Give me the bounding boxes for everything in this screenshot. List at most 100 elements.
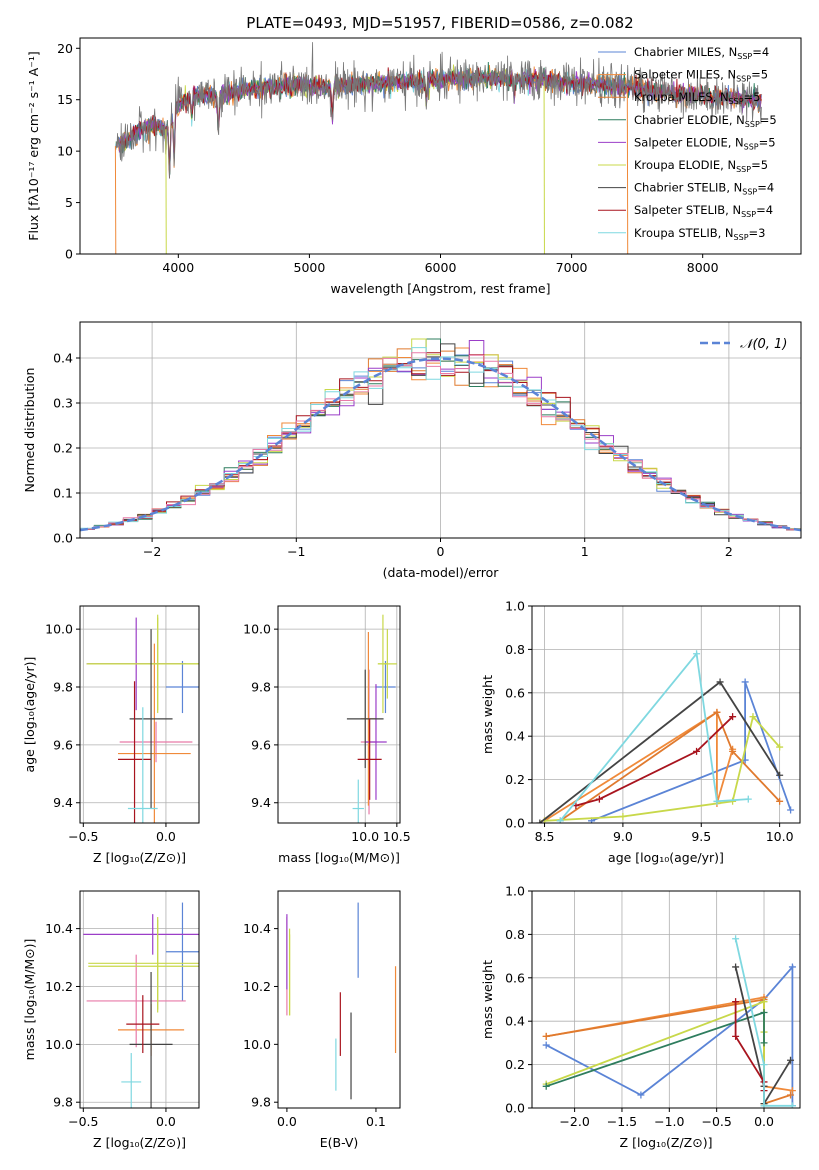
y-tick-label: 9.6	[53, 737, 73, 752]
y-axis-label: age [log₁₀(age/yr)]	[22, 657, 37, 773]
chart-panel-weights-age: 8.5 9.0 9.5 10.0 0.0 0.2 0.4 0.6 0.8 1.0 age [log₁…	[480, 599, 801, 865]
legend-entry: Chabrier ELODIE, NSSP=5	[634, 113, 777, 129]
y-tick-label: 10.4	[243, 921, 271, 936]
y-tick-label: 0.8	[505, 642, 525, 657]
weight-marker	[749, 713, 757, 721]
x-axis-label: wavelength [Angstrom, rest frame]	[330, 281, 550, 296]
y-tick-label: 10.0	[45, 622, 73, 637]
legend-entry: Kroupa MILES, NSSP=5	[634, 90, 760, 106]
y-tick-label: 20	[57, 41, 73, 56]
y-tick-label: 9.8	[251, 1095, 271, 1110]
weight-marker	[787, 1091, 795, 1099]
weight-series	[545, 1011, 765, 1088]
x-tick-label: −1.5	[607, 1114, 637, 1129]
x-axis-label: (data-model)/error	[383, 565, 500, 580]
y-tick-label: 0.2	[505, 772, 525, 787]
weight-marker	[760, 1061, 768, 1069]
y-axis-label: mass weight	[480, 960, 495, 1039]
x-tick-label: 0.0	[754, 1114, 774, 1129]
weight-marker	[760, 1039, 768, 1047]
plot-area	[80, 891, 199, 1108]
x-tick-label: 0.1	[366, 1114, 386, 1129]
y-tick-label: 0.0	[53, 531, 73, 546]
x-tick-label: 4000	[162, 260, 194, 275]
y-tick-label: 1.0	[505, 884, 525, 899]
chart-title: PLATE=0493, MJD=51957, FIBERID=0586, z=0…	[246, 14, 633, 32]
y-tick-label: 5	[65, 195, 73, 210]
legend-entry: 𝒩(0, 1)	[740, 337, 787, 352]
weight-series	[559, 651, 749, 822]
weight-marker	[542, 1032, 550, 1040]
weight-marker	[637, 1091, 645, 1099]
legend-entry: Salpeter ELODIE, NSSP=5	[634, 135, 776, 151]
chart-panel-z-mass: −0.5 0.0 9.8 10.0 10.2 10.4 Z [log₁₀(Z/Z⊙)] mas…	[22, 890, 200, 1150]
y-axis-label: mass weight	[480, 675, 495, 754]
y-tick-label: 15	[57, 92, 73, 107]
plot-area	[532, 891, 800, 1108]
axes-frame	[79, 605, 200, 824]
weight-marker	[732, 1032, 740, 1040]
x-tick-label: −1	[287, 544, 305, 559]
weight-marker	[787, 1056, 795, 1064]
x-tick-label: 9.0	[613, 829, 633, 844]
legend-entry: Chabrier MILES, NSSP=4	[634, 45, 769, 61]
plot-area	[80, 322, 801, 538]
y-tick-label: 10.2	[45, 979, 73, 994]
weight-marker	[776, 771, 784, 779]
x-axis-label: E(B-V)	[320, 1135, 359, 1150]
weight-marker	[788, 1087, 796, 1095]
y-tick-label: 0.4	[505, 1014, 525, 1029]
data-spectrum	[115, 42, 762, 179]
weight-marker	[776, 797, 784, 805]
weight-marker	[713, 708, 721, 716]
y-tick-label: 0.6	[505, 970, 525, 985]
legend-entry: Kroupa STELIB, NSSP=3	[634, 226, 765, 242]
weight-series	[544, 710, 734, 822]
plot-area	[286, 902, 397, 1100]
weight-marker	[760, 998, 768, 1006]
x-axis-label: age [log₁₀(age/yr)]	[608, 850, 724, 865]
x-tick-label: 0.0	[277, 1114, 297, 1129]
y-tick-label: 0.0	[505, 816, 525, 831]
x-tick-label: 10.5	[383, 829, 411, 844]
weight-marker	[760, 1102, 768, 1108]
x-tick-label: 10.0	[766, 829, 794, 844]
x-tick-label: 0.0	[156, 829, 176, 844]
y-axis-label: Normed distribution	[22, 368, 37, 493]
x-axis-label: Z [log₁₀(Z/Z⊙)]	[620, 1135, 713, 1150]
y-tick-label: 9.4	[53, 795, 73, 810]
y-tick-label: 0.4	[53, 351, 73, 366]
y-tick-label: 0.0	[505, 1101, 525, 1116]
y-tick-label: 0.8	[505, 927, 525, 942]
y-axis-label: mass [log₁₀(M/M⊙)]	[22, 939, 37, 1061]
y-tick-label: 9.4	[251, 795, 271, 810]
x-tick-label: 2	[725, 544, 733, 559]
weight-marker	[595, 795, 603, 803]
x-tick-label: −2	[143, 544, 161, 559]
legend-entry: Chabrier STELIB, NSSP=4	[634, 181, 774, 197]
x-axis-label: Z [log₁₀(Z/Z⊙)]	[93, 850, 186, 865]
x-axis-label: mass [log₁₀(M/M⊙)]	[278, 850, 400, 865]
histogram-series	[80, 352, 801, 538]
chart-panel-ebv-mass: 0.0 0.1 9.8 10.0 10.2 10.4 E(B-V)	[243, 890, 401, 1150]
weight-marker	[729, 747, 737, 755]
y-tick-label: 0.2	[505, 1057, 525, 1072]
weight-marker	[776, 743, 784, 751]
weight-marker	[729, 797, 737, 805]
x-tick-label: 1	[581, 544, 589, 559]
y-tick-label: 10.2	[243, 979, 271, 994]
x-tick-label: 8000	[687, 260, 719, 275]
chart-panel-mass-age: 10.0 10.5 9.4 9.6 9.8 10.0 mass [log₁₀(M/M⊙)]	[243, 605, 411, 865]
gaussian-curve	[80, 357, 801, 532]
weight-marker	[788, 1102, 796, 1108]
weight-series	[734, 966, 792, 1107]
axes-frame	[277, 890, 401, 1109]
axes-frame	[277, 605, 401, 824]
y-tick-label: 10.0	[243, 1037, 271, 1052]
weight-marker	[760, 1009, 768, 1017]
weight-series	[734, 938, 793, 1107]
chart-panel-residuals: 𝒩(0, 1) −2 −1 0 1 2 0.0 0.1 0.2 0.3 0.4 (data-model…	[22, 321, 802, 580]
y-tick-label: 0.4	[505, 729, 525, 744]
axes-frame	[531, 890, 801, 1109]
chart-panel-weights-z: −2.0 −1.5 −1.0 −0.5 0.0 0.0 0.2 0.4 0.6 0.8 1.0 Z […	[480, 884, 801, 1150]
